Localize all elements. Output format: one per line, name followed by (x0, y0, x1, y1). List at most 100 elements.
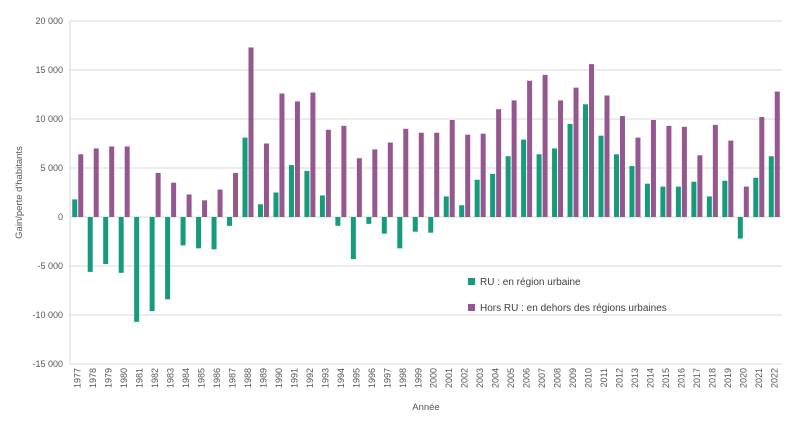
y-tick-label: 5 000 (40, 163, 63, 173)
bar-ru-1997 (381, 217, 387, 234)
x-tick-label: 1977 (73, 368, 83, 388)
x-tick-label: 2010 (584, 368, 594, 388)
bar-ru-2010 (583, 104, 589, 217)
x-tick-label: 2004 (491, 368, 501, 388)
bar-ru-2004 (490, 173, 496, 217)
bar-ru-1990 (273, 192, 279, 217)
x-tick-label: 1978 (88, 368, 98, 388)
x-tick-label: 1983 (166, 368, 176, 388)
bar-hors-ru-2011 (604, 95, 610, 217)
bar-hors-ru-2014 (650, 119, 656, 217)
bar-ru-2015 (660, 186, 666, 217)
bar-hors-ru-1988 (248, 47, 254, 218)
x-tick-label: 1996 (367, 368, 377, 388)
y-tick-label: -15 000 (32, 359, 63, 369)
legend: RU : en région urbaine Hors RU : en deho… (468, 277, 667, 314)
bar-hors-ru-2005 (511, 100, 517, 217)
bar-hors-ru-1982 (155, 172, 161, 217)
bar-hors-ru-1993 (325, 129, 331, 217)
x-tick-label: 1984 (181, 368, 191, 388)
x-tick-label: 1985 (197, 368, 207, 388)
x-tick-label: 1997 (382, 368, 392, 388)
x-tick-label: 2012 (614, 368, 624, 388)
x-tick-label: 2022 (769, 368, 779, 388)
x-tick-label: 1989 (258, 368, 268, 388)
y-tick-label: -5 000 (37, 261, 63, 271)
bar-hors-ru-2016 (681, 126, 687, 217)
bar-hors-ru-1996 (372, 149, 378, 217)
x-tick-label: 1991 (289, 368, 299, 388)
bar-ru-1986 (211, 217, 217, 250)
x-tick-label: 2016 (676, 368, 686, 388)
x-tick-label: 2020 (738, 368, 748, 388)
bar-hors-ru-2001 (449, 119, 455, 217)
bar-ru-1984 (180, 217, 186, 246)
bar-hors-ru-1980 (124, 146, 130, 217)
x-tick-label: 1992 (305, 368, 315, 388)
x-axis-title: Année (412, 402, 439, 413)
bar-hors-ru-2017 (697, 155, 703, 217)
bar-ru-2002 (459, 205, 465, 217)
bar-hors-ru-2008 (558, 100, 564, 217)
bar-ru-2011 (598, 135, 604, 217)
x-tick-label: 2001 (444, 368, 454, 388)
bar-ru-2009 (567, 123, 573, 217)
legend-swatch-hors-ru (468, 304, 475, 311)
x-tick-label: 2007 (537, 368, 547, 388)
bar-ru-1999 (412, 217, 418, 232)
bar-ru-1998 (397, 217, 403, 249)
x-tick-label: 2008 (553, 368, 563, 388)
x-tick-label: 1987 (228, 368, 238, 388)
bar-ru-1981 (134, 217, 140, 322)
x-tick-label: 1998 (398, 368, 408, 388)
bar-hors-ru-2000 (434, 132, 440, 217)
bar-ru-1992 (304, 170, 310, 217)
x-tick-label: 2013 (630, 368, 640, 388)
x-tick-label: 1999 (413, 368, 423, 388)
y-axis-title: Gain/perte d'habitants (14, 146, 25, 239)
bar-ru-2017 (691, 181, 697, 217)
bar-hors-ru-2021 (759, 117, 765, 217)
bar-hors-ru-1999 (418, 132, 424, 217)
x-tick-label: 2005 (506, 368, 516, 388)
y-tick-label: 0 (58, 212, 63, 222)
bar-hors-ru-2009 (573, 87, 579, 217)
legend-label-hors-ru: Hors RU : en dehors des régions urbaines (480, 303, 667, 314)
bar-hors-ru-1984 (186, 194, 192, 217)
bar-hors-ru-2019 (728, 140, 734, 217)
bar-ru-2022 (768, 156, 774, 217)
bar-ru-2021 (753, 177, 759, 217)
bar-hors-ru-2007 (542, 74, 548, 218)
y-tick-label: -10 000 (32, 310, 63, 320)
x-tick-label: 2018 (707, 368, 717, 388)
bar-hors-ru-1998 (403, 128, 409, 217)
bar-ru-2005 (505, 156, 511, 217)
x-tick-label: 2021 (754, 368, 764, 388)
bar-hors-ru-2003 (480, 133, 486, 217)
x-tick-label: 1980 (119, 368, 129, 388)
bar-ru-1978 (87, 217, 93, 272)
bar-ru-1987 (227, 217, 233, 226)
bar-ru-1985 (196, 217, 202, 249)
bar-ru-2000 (428, 217, 434, 233)
bar-hors-ru-2004 (496, 109, 502, 217)
bar-hors-ru-2013 (635, 137, 641, 217)
bar-ru-1994 (335, 217, 341, 226)
bar-hors-ru-1978 (93, 148, 99, 217)
bar-hors-ru-2012 (619, 116, 625, 217)
x-tick-label: 1986 (212, 368, 222, 388)
bar-hors-ru-1986 (217, 189, 223, 217)
bar-ru-1980 (118, 217, 124, 273)
x-tick-label: 2000 (429, 368, 439, 388)
bar-hors-ru-1985 (202, 200, 208, 217)
bar-ru-1977 (72, 199, 78, 217)
bar-hors-ru-1990 (279, 93, 285, 217)
bar-ru-2020 (737, 217, 743, 239)
bar-hors-ru-1994 (341, 125, 347, 217)
x-tick-label: 1995 (351, 368, 361, 388)
bar-hors-ru-1997 (387, 142, 393, 217)
bar-hors-ru-1992 (310, 92, 316, 217)
bar-ru-2012 (613, 154, 619, 217)
bar-ru-2018 (706, 196, 712, 217)
